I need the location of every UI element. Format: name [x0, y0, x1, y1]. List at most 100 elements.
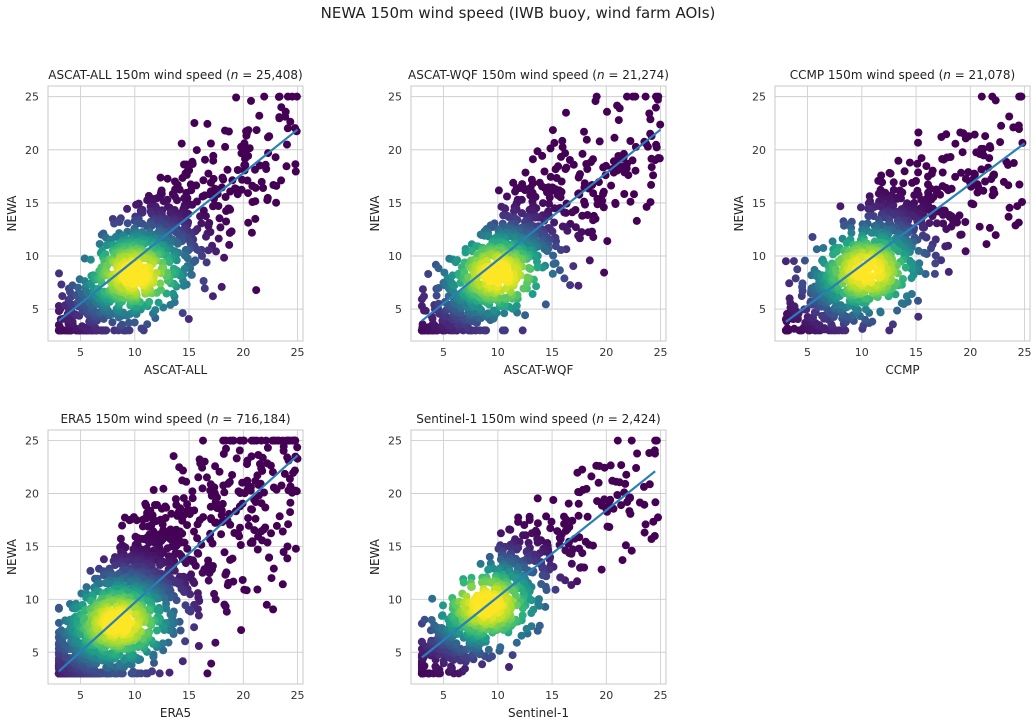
data-point — [438, 611, 447, 620]
data-point — [781, 257, 790, 266]
data-point — [653, 95, 662, 104]
data-point — [289, 468, 298, 477]
data-point — [901, 263, 910, 272]
data-point — [154, 298, 163, 307]
data-point — [171, 495, 180, 504]
data-point — [191, 561, 200, 570]
data-point — [574, 511, 583, 520]
data-point — [428, 594, 437, 603]
data-point — [156, 173, 165, 182]
regression-line — [785, 142, 1026, 323]
data-point — [547, 517, 556, 526]
data-point — [194, 611, 203, 620]
data-point — [272, 485, 281, 494]
data-point — [222, 217, 231, 226]
data-point — [183, 521, 192, 530]
data-point — [238, 478, 247, 487]
data-point — [583, 512, 592, 521]
data-point — [494, 186, 503, 195]
data-point — [204, 246, 213, 255]
data-point — [951, 172, 960, 181]
data-point — [876, 307, 885, 316]
data-point — [610, 133, 619, 142]
data-point — [138, 208, 147, 217]
data-point — [285, 474, 294, 483]
data-point — [269, 564, 278, 573]
data-point — [591, 97, 600, 106]
data-point — [482, 326, 491, 335]
data-point — [467, 582, 476, 591]
data-point — [488, 652, 496, 661]
data-point — [558, 143, 567, 152]
data-point — [453, 256, 462, 265]
data-point — [284, 486, 293, 495]
regression-line — [58, 128, 299, 322]
data-point — [532, 282, 541, 291]
data-point — [640, 482, 648, 491]
data-point — [627, 546, 636, 555]
data-point — [583, 165, 592, 173]
data-point — [1005, 112, 1014, 121]
data-point — [264, 133, 272, 142]
data-point — [427, 616, 436, 624]
data-point — [262, 600, 271, 609]
axes-frame — [47, 85, 304, 342]
data-point — [819, 244, 828, 252]
data-point — [125, 516, 134, 525]
data-point — [150, 658, 158, 667]
data-point — [434, 264, 443, 273]
data-point — [254, 532, 263, 541]
data-point — [558, 136, 567, 145]
data-point — [563, 226, 572, 235]
data-point — [651, 103, 660, 112]
data-point — [421, 306, 430, 315]
data-point — [997, 121, 1006, 130]
data-point — [267, 529, 275, 538]
data-point — [208, 539, 217, 548]
x-axis-label: ASCAT-WQF — [504, 363, 574, 377]
data-point — [910, 191, 919, 200]
data-point — [534, 600, 543, 609]
data-point — [1013, 202, 1022, 211]
data-point — [991, 231, 1000, 240]
data-point — [214, 234, 223, 243]
data-point — [587, 472, 596, 481]
data-point — [153, 626, 161, 635]
data-point — [148, 667, 156, 676]
data-point — [533, 519, 542, 528]
x-tick-label: 25 — [654, 689, 668, 702]
data-point — [500, 309, 509, 318]
data-point — [521, 168, 530, 177]
data-point — [216, 223, 225, 232]
data-point — [501, 204, 510, 213]
data-point — [518, 326, 527, 335]
data-point — [209, 156, 218, 165]
data-point — [573, 468, 582, 477]
data-point — [115, 618, 124, 627]
figure-title: NEWA 150m wind speed (IWB buoy, wind far… — [320, 4, 716, 22]
data-point — [201, 212, 210, 221]
y-axis-label: NEWA — [368, 195, 382, 232]
data-point — [603, 507, 612, 516]
data-point — [151, 306, 160, 315]
data-point — [600, 495, 609, 504]
data-point — [546, 172, 555, 181]
data-point — [424, 270, 433, 278]
data-point — [206, 139, 215, 148]
data-point — [815, 321, 824, 330]
data-point — [286, 508, 295, 517]
data-point — [575, 234, 584, 243]
data-point — [595, 137, 604, 146]
data-point — [163, 174, 172, 183]
data-point — [828, 237, 837, 246]
data-point — [808, 233, 817, 241]
data-point — [172, 596, 181, 605]
data-point — [535, 621, 544, 630]
data-point — [58, 292, 67, 301]
x-tick-label: 20 — [236, 689, 250, 702]
data-point — [917, 154, 926, 163]
data-point — [977, 92, 986, 101]
data-point — [54, 302, 63, 310]
data-point — [207, 491, 216, 500]
data-point — [235, 446, 244, 455]
